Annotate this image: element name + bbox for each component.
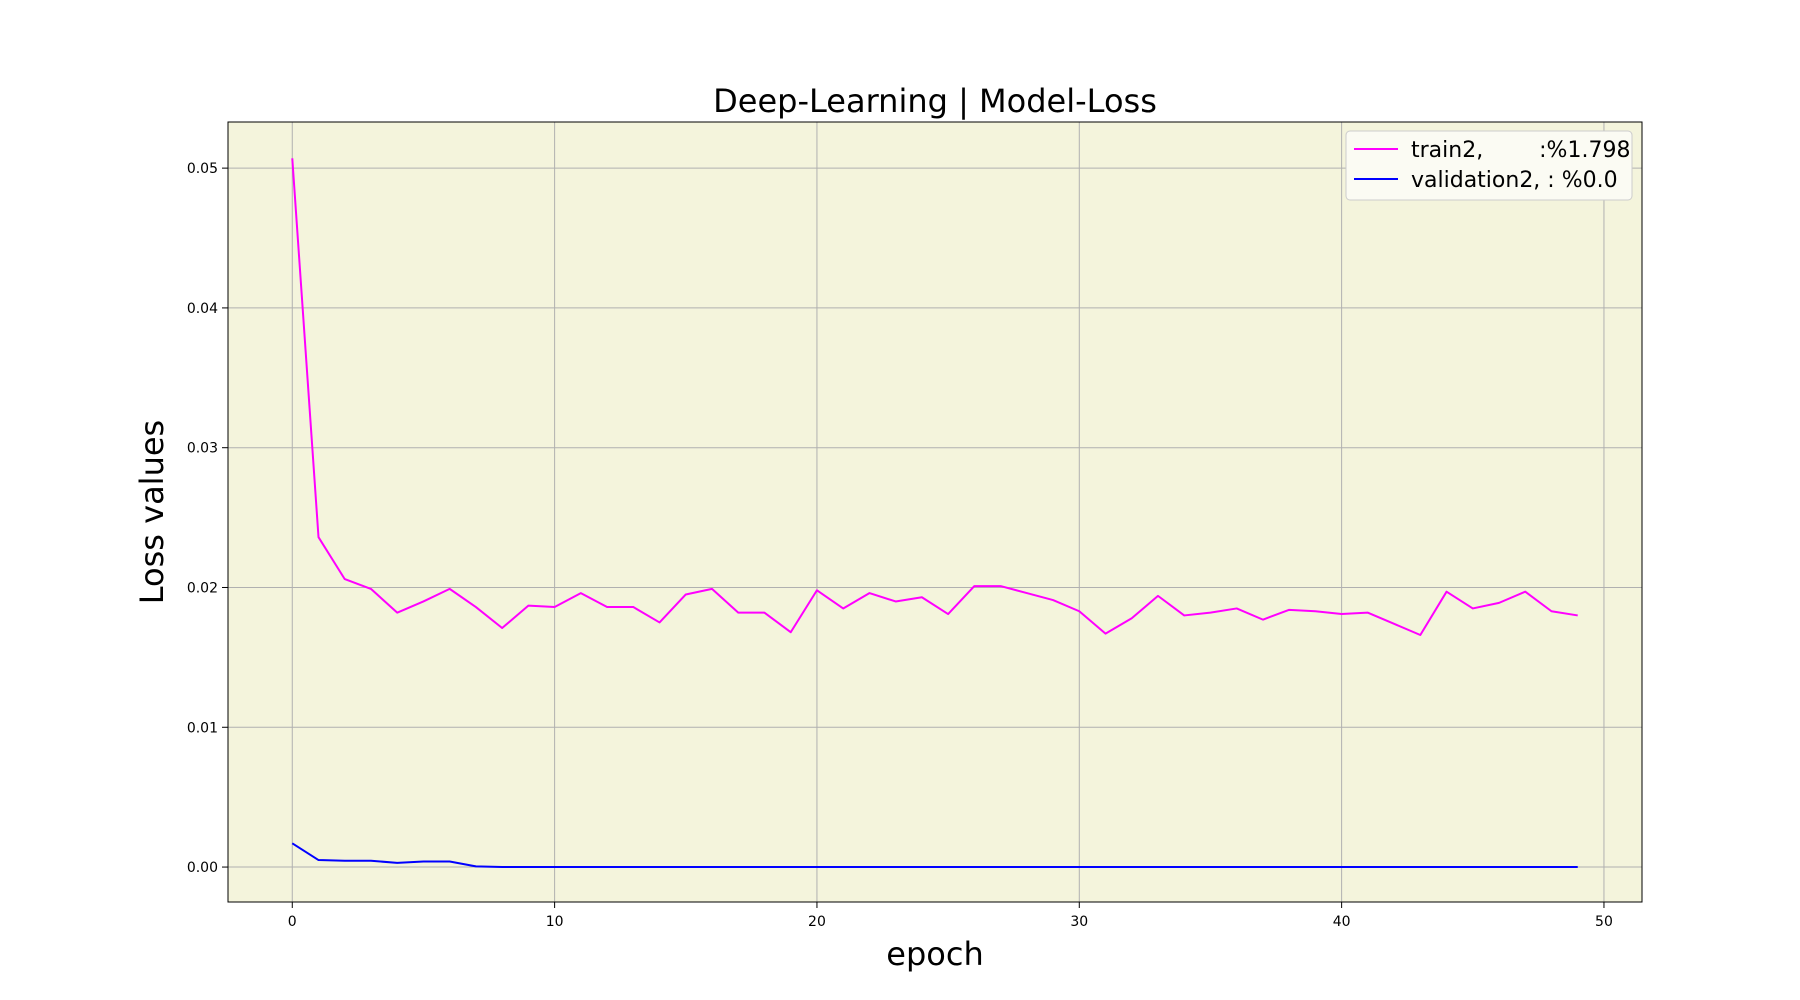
y-tick-label: 0.02 — [187, 580, 218, 596]
plot-area — [228, 122, 1642, 902]
x-tick-label: 30 — [1070, 914, 1088, 930]
grid — [228, 122, 1642, 902]
y-tick-label: 0.05 — [187, 161, 218, 177]
legend-label: validation2, : %0.0 — [1411, 168, 1618, 193]
legend-label: train2, :%1.798 — [1411, 138, 1630, 163]
x-axis-label: epoch — [886, 935, 983, 973]
series-line-validation — [291, 842, 1578, 869]
x-tick-label: 10 — [546, 914, 564, 930]
legend: train2, :%1.798 validation2, : %0.0 — [1345, 130, 1633, 201]
x-tick-label: 20 — [808, 914, 826, 930]
x-tick-label: 40 — [1333, 914, 1351, 930]
plot-frame — [227, 121, 1643, 903]
x-tick-label: 0 — [288, 914, 297, 930]
y-tick-label: 0.04 — [187, 301, 218, 317]
axis-ticks: 0 10 20 30 40 50 0.00 0.01 0.02 0.03 0.04 0.05 — [187, 161, 1613, 930]
x-tick-label: 50 — [1595, 914, 1613, 930]
legend-box — [1345, 130, 1633, 201]
y-tick-label: 0.01 — [187, 720, 218, 736]
series-lines — [291, 158, 1578, 869]
y-tick-label: 0.00 — [187, 860, 218, 876]
y-tick-label: 0.03 — [187, 441, 218, 457]
y-axis-label: Loss values — [133, 420, 171, 604]
chart-title: Deep-Learning | Model-Loss — [713, 82, 1157, 120]
series-line-train — [291, 158, 1578, 637]
